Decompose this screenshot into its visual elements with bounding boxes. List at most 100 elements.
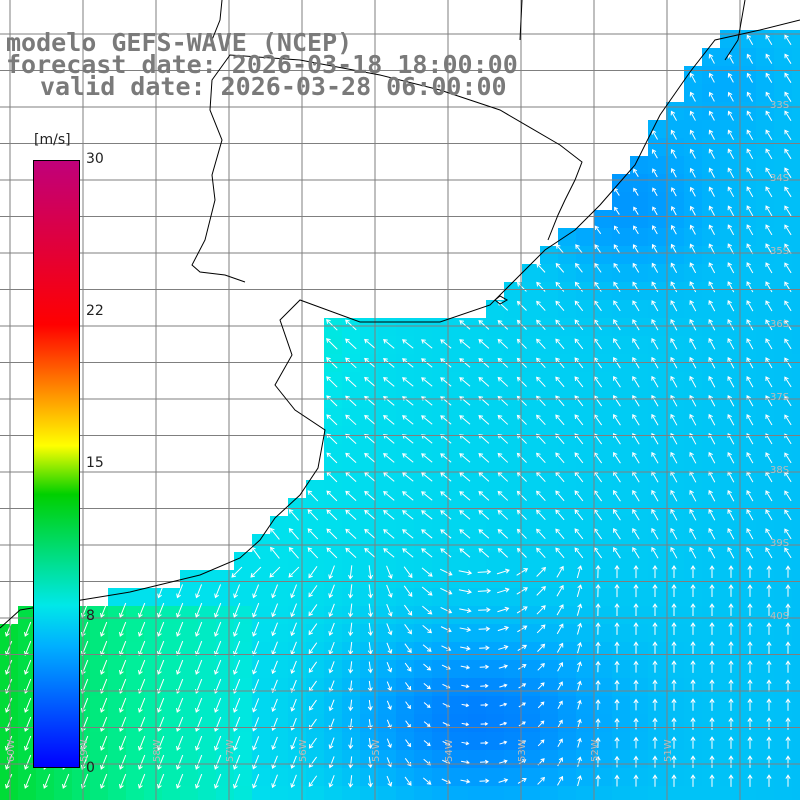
wind-arrow [651,413,659,426]
wind-arrow [671,755,677,768]
wind-arrow [727,527,735,540]
wind-arrow [577,775,583,787]
wind-arrow [784,509,792,521]
wind-arrow [459,548,471,558]
wind-arrow [386,719,392,730]
wind-arrow [613,244,621,254]
wind-arrow [290,698,297,712]
wind-arrow [651,262,659,273]
wind-arrow [670,167,677,178]
wind-arrow [708,224,715,235]
wind-arrow [574,414,584,426]
wind-arrow [690,736,696,749]
wind-arrow [633,583,639,598]
wind-arrow [118,754,127,770]
wind-arrow [480,740,489,745]
wind-arrow [536,490,546,502]
wind-arrow [498,645,509,650]
wind-arrow [194,773,203,789]
wind-arrow [651,527,659,540]
wind-arrow [555,319,565,331]
wind-arrow [766,660,772,673]
wind-arrow [516,414,527,425]
wind-arrow [747,774,753,787]
wind-arrow [632,281,640,293]
wind-arrow [746,547,754,559]
wind-arrow [156,697,165,713]
wind-arrow [708,489,716,502]
wind-arrow [386,681,392,692]
wind-arrow [651,508,659,521]
wind-arrow [23,773,32,789]
wind-arrow [670,375,678,388]
coastline [0,0,800,629]
wind-arrow [348,603,354,618]
wind-arrow [290,736,297,750]
wind-arrow [784,490,792,502]
wind-arrow [784,34,792,46]
wind-arrow [614,583,620,598]
wind-arrow [727,300,735,312]
wind-arrow [517,777,527,784]
wind-arrow [557,757,563,767]
wind-arrow [765,376,773,388]
wind-arrow [746,167,754,179]
wind-arrow [367,700,373,711]
wind-arrow [364,509,376,520]
wind-arrow [478,377,490,387]
wind-arrow [478,415,490,425]
wind-arrow [423,682,431,690]
wind-arrow [423,702,431,709]
wind-arrow [747,755,753,768]
wind-arrow [137,716,146,732]
wind-arrow [328,622,335,636]
wind-arrow [746,110,754,121]
wind-arrow [497,414,509,425]
colorbar-tick-0: 0 [86,760,95,776]
wind-arrow [459,377,471,387]
wind-arrow [785,584,791,597]
wind-arrow [556,642,564,653]
wind-arrow [537,682,545,690]
wind-arrow [784,148,792,160]
wind-arrow [670,148,677,159]
wind-arrow [288,547,299,559]
wind-arrow [461,722,470,727]
wind-arrow [557,775,564,786]
wind-arrow [671,603,677,616]
wind-arrow [537,739,545,747]
wind-arrow [326,376,338,388]
wind-arrow [555,528,565,540]
wind-arrow [536,624,546,634]
wind-arrow [746,148,754,160]
wind-arrow [690,584,696,597]
wind-arrow [345,338,357,350]
wind-arrow [727,281,735,293]
wind-arrow [383,491,395,501]
wind-arrow [595,603,601,616]
wind-arrow [671,736,677,749]
wind-arrow [499,683,508,688]
wind-arrow [460,665,471,670]
wind-arrow [765,243,773,255]
wind-arrow [689,318,697,331]
wind-arrow [728,603,734,616]
wind-arrow [727,129,734,140]
wind-arrow [708,413,716,426]
wind-arrow [497,376,509,387]
wind-arrow [137,735,146,751]
wind-arrow [689,91,696,102]
wind-arrow [651,375,659,388]
wind-arrow [784,376,792,388]
wind-arrow [765,205,773,217]
wind-arrow [440,548,452,558]
wind-arrow [689,527,697,540]
wind-arrow [689,72,696,83]
wind-arrow [708,451,716,464]
wind-arrow [746,452,754,464]
wind-arrow [307,547,319,559]
wind-arrow [386,584,393,598]
wind-arrow [746,224,754,236]
wind-arrow [421,567,433,577]
wind-arrow [574,281,583,292]
